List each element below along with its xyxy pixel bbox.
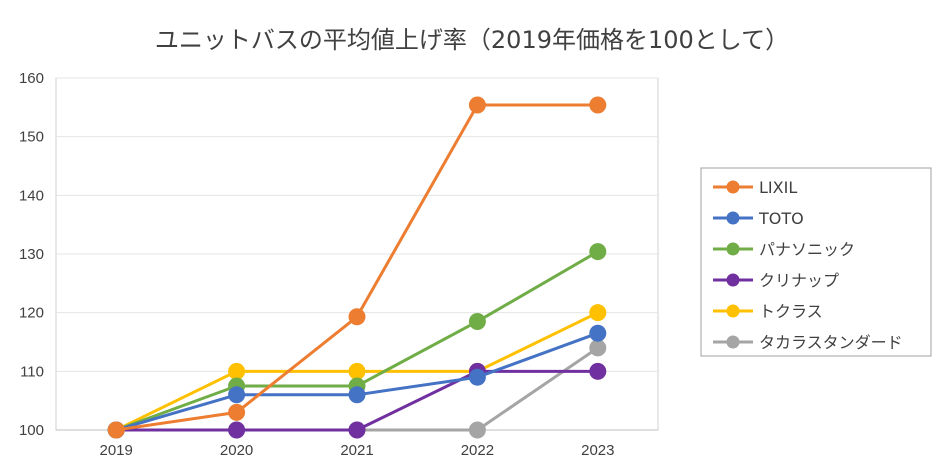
- legend-entry: トクラス: [713, 302, 823, 321]
- x-tick-label: 2021: [340, 442, 373, 459]
- data-point: [589, 362, 607, 380]
- data-point: [228, 421, 246, 439]
- legend-label: LIXIL: [759, 178, 797, 197]
- data-point: [468, 368, 486, 386]
- y-tick-label: 100: [19, 422, 44, 439]
- y-tick-label: 130: [19, 246, 44, 263]
- legend-label: タカラスタンダード: [759, 333, 903, 352]
- legend-label: パナソニック: [759, 240, 855, 259]
- data-point: [589, 339, 607, 357]
- y-tick-label: 120: [19, 305, 44, 322]
- legend-marker: [726, 273, 740, 287]
- data-point: [589, 96, 607, 114]
- data-point: [468, 96, 486, 114]
- data-point: [228, 386, 246, 404]
- data-point: [348, 421, 366, 439]
- y-tick-label: 160: [19, 70, 44, 87]
- y-tick-label: 150: [19, 129, 44, 146]
- data-point: [589, 243, 607, 261]
- legend-entry: タカラスタンダード: [713, 333, 903, 352]
- data-point: [228, 362, 246, 380]
- legend-entry: LIXIL: [713, 178, 797, 197]
- data-point: [107, 421, 125, 439]
- legend-marker: [726, 211, 740, 225]
- legend-entry: パナソニック: [713, 240, 855, 259]
- legend-marker: [726, 335, 740, 349]
- y-tick-label: 110: [20, 363, 44, 380]
- x-tick-label: 2020: [220, 442, 253, 459]
- legend-label: トクラス: [759, 302, 823, 321]
- x-tick-label: 2023: [581, 442, 614, 459]
- data-point: [589, 324, 607, 342]
- chart-title: ユニットバスの平均値上げ率（2019年価格を100として）: [155, 26, 789, 54]
- y-tick-label: 140: [19, 187, 44, 204]
- data-point: [468, 312, 486, 330]
- data-point: [589, 304, 607, 322]
- data-point: [348, 362, 366, 380]
- legend-entry: クリナップ: [713, 271, 839, 290]
- legend-marker: [726, 304, 740, 318]
- data-point: [228, 403, 246, 421]
- series-0: [107, 96, 607, 439]
- legend-label: クリナップ: [759, 271, 839, 290]
- axis-labels: 100 110 120 130 140 150 160 2019 2020 2021 2022 202…: [19, 70, 615, 459]
- legend-entry: TOTO: [713, 209, 804, 228]
- data-point: [348, 308, 366, 326]
- x-tick-label: 2022: [461, 442, 494, 459]
- legend-marker: [726, 242, 740, 256]
- legend-box: [700, 167, 932, 357]
- legend-label: TOTO: [758, 209, 804, 228]
- series-layer: [107, 96, 607, 439]
- data-point: [348, 386, 366, 404]
- x-tick-label: 2019: [100, 442, 133, 459]
- data-point: [468, 421, 486, 439]
- legend-marker: [726, 180, 740, 194]
